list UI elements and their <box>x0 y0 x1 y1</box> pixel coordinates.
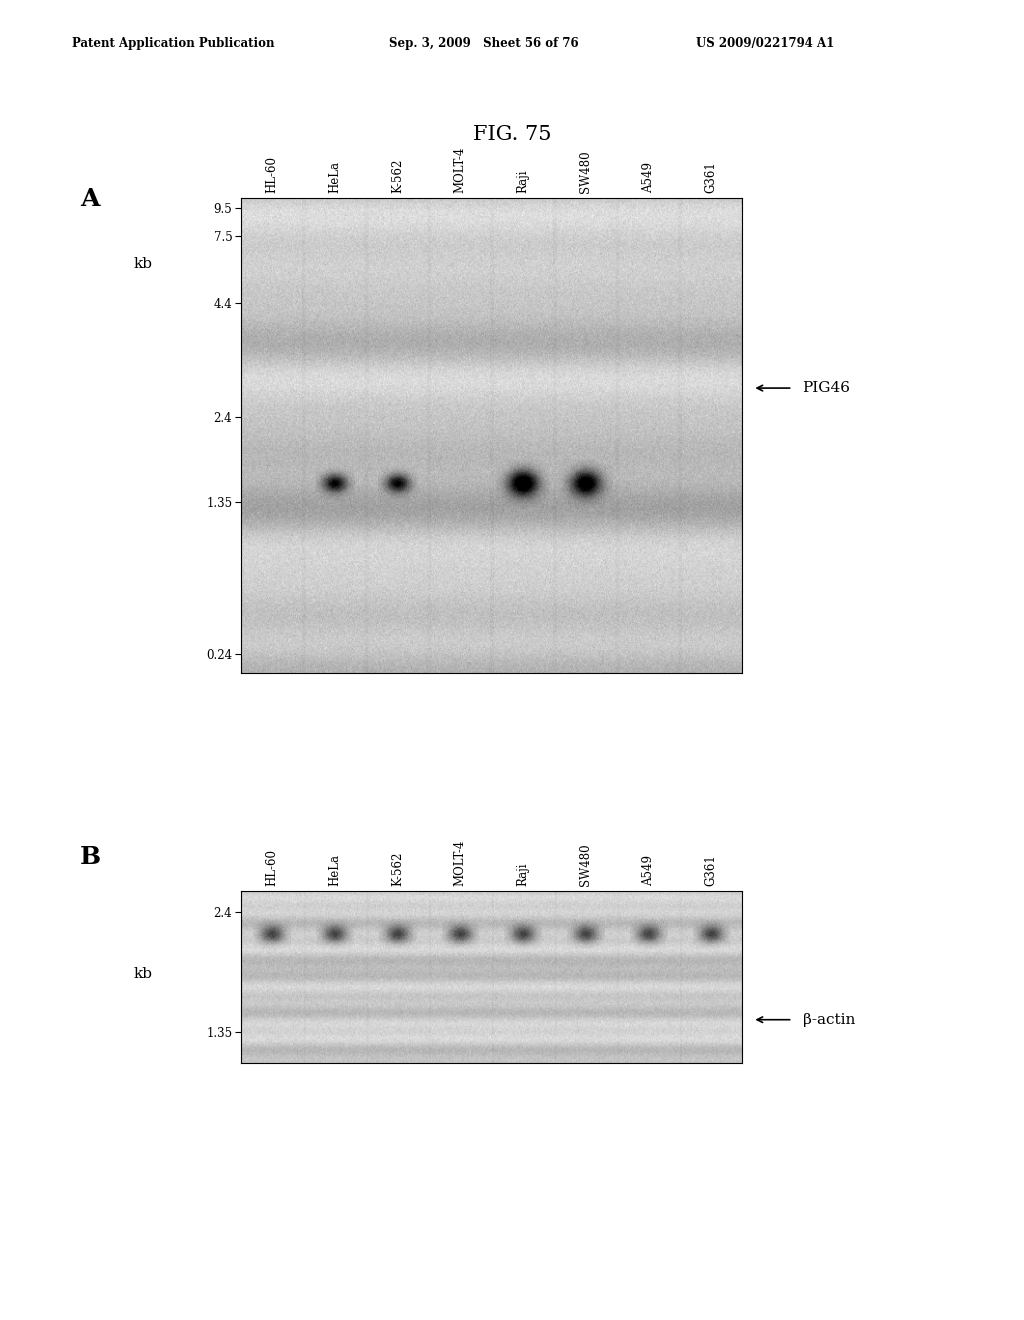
Text: PIG46: PIG46 <box>803 381 851 395</box>
Text: A549: A549 <box>642 855 654 886</box>
Text: HeLa: HeLa <box>329 854 341 886</box>
Text: FIG. 75: FIG. 75 <box>473 125 551 144</box>
Text: G361: G361 <box>705 854 718 886</box>
Text: US 2009/0221794 A1: US 2009/0221794 A1 <box>696 37 835 50</box>
Text: SW480: SW480 <box>580 843 592 886</box>
Text: HeLa: HeLa <box>329 161 341 193</box>
Text: HL-60: HL-60 <box>265 156 279 193</box>
Text: Raji: Raji <box>516 169 529 193</box>
Text: G361: G361 <box>705 161 718 193</box>
Text: B: B <box>80 845 101 869</box>
Text: kb: kb <box>133 257 153 271</box>
Text: Patent Application Publication: Patent Application Publication <box>72 37 274 50</box>
Text: K-562: K-562 <box>391 158 403 193</box>
Text: MOLT-4: MOLT-4 <box>454 147 467 193</box>
Text: kb: kb <box>133 968 153 981</box>
Text: A: A <box>80 187 99 211</box>
Text: SW480: SW480 <box>580 150 592 193</box>
Text: K-562: K-562 <box>391 851 403 886</box>
Text: Sep. 3, 2009   Sheet 56 of 76: Sep. 3, 2009 Sheet 56 of 76 <box>389 37 579 50</box>
Text: β-actin: β-actin <box>803 1012 855 1027</box>
Text: MOLT-4: MOLT-4 <box>454 840 467 886</box>
Text: Raji: Raji <box>516 862 529 886</box>
Text: A549: A549 <box>642 162 654 193</box>
Text: HL-60: HL-60 <box>265 849 279 886</box>
